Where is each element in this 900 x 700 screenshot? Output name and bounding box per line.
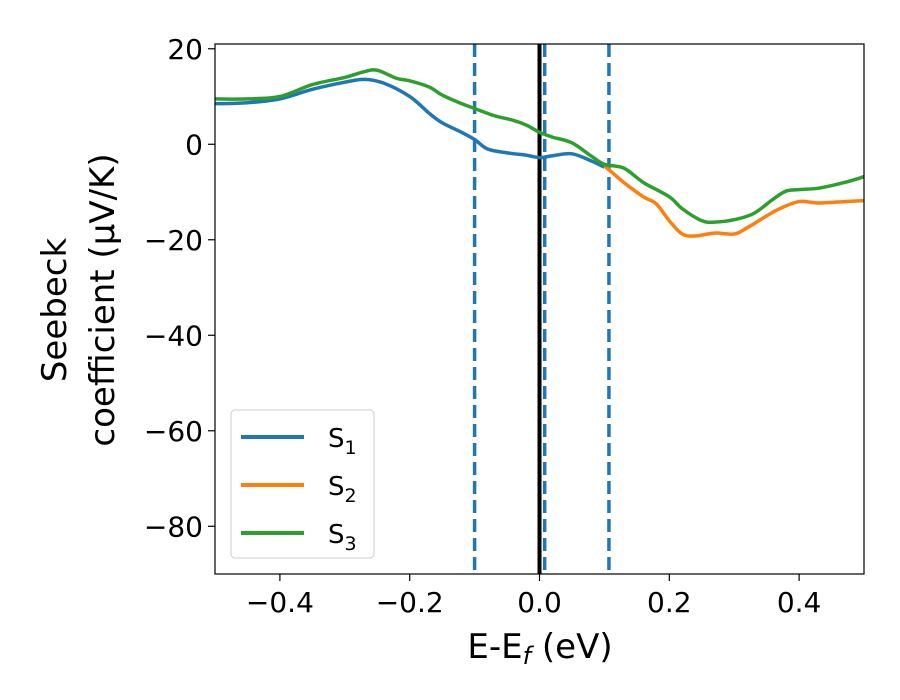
legend-label: S2	[328, 472, 357, 507]
y-tick-label: −20	[144, 224, 203, 257]
x-tick-label: 0.4	[777, 586, 822, 619]
y-axis-label-line2: coefficient (μV/K)	[83, 153, 123, 446]
series-line-s2	[603, 164, 864, 238]
x-tick-label: −0.4	[246, 586, 314, 619]
x-axis-label-main: E-E	[467, 627, 522, 667]
series-line-s3	[215, 68, 864, 225]
legend-label: S3	[328, 520, 357, 555]
y-axis-label-line1: Seebeck	[35, 238, 75, 383]
x-axis-label: E-Ef (eV)	[467, 627, 612, 670]
x-tick-label: 0.0	[517, 586, 562, 619]
legend-label: S1	[328, 424, 357, 459]
y-tick-label: −60	[144, 415, 203, 448]
x-tick-label: 0.2	[647, 586, 692, 619]
y-tick-label: −40	[144, 319, 203, 352]
legend-entry-s2: S2	[241, 472, 357, 507]
y-tick-label: 20	[167, 33, 203, 66]
series-line-s1	[215, 77, 606, 169]
y-tick-label: −80	[144, 510, 203, 543]
y-axis-ticks: 20 0 −20 −40 −60 −80	[144, 33, 215, 543]
series-lines	[215, 68, 864, 238]
legend-entry-s1: S1	[241, 424, 357, 459]
legend-entry-s3: S3	[241, 520, 357, 555]
y-tick-label: 0	[185, 128, 203, 161]
x-tick-label: −0.2	[376, 586, 444, 619]
legend: S1 S2 S3	[230, 409, 375, 559]
x-axis-ticks: −0.4 −0.2 0.0 0.2 0.4	[246, 574, 821, 619]
x-axis-label-unit: (eV)	[531, 627, 613, 667]
